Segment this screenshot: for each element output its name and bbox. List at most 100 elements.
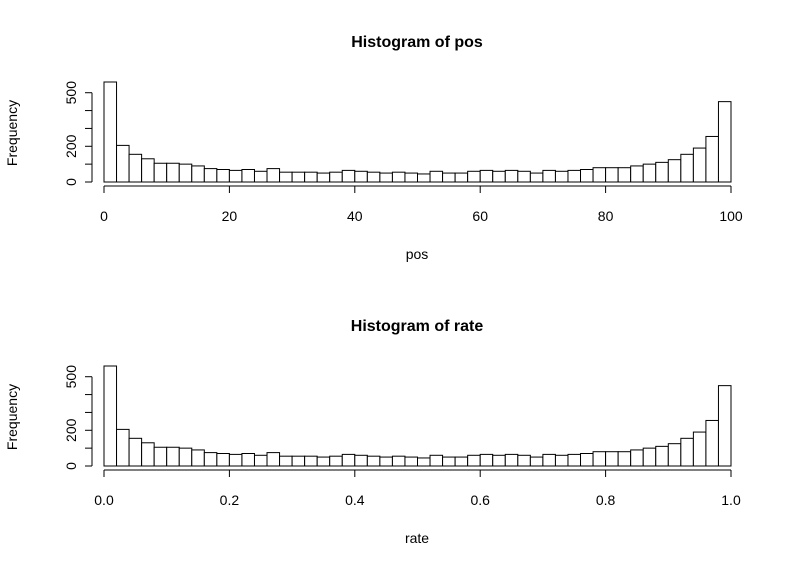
histogram-bar [492, 170, 506, 183]
histogram-bar [404, 456, 418, 467]
histogram-bar [429, 170, 444, 183]
histogram-bar [216, 453, 230, 467]
histogram-bar [630, 165, 644, 183]
histogram-bar [580, 453, 594, 467]
histogram-bar [492, 454, 506, 467]
x-tick-label: 100 [719, 208, 743, 224]
histogram-bar [253, 454, 268, 467]
y-axis: 0 200 500 [63, 365, 93, 470]
histogram-bar [605, 451, 619, 467]
histogram-bar [391, 171, 406, 183]
histogram-bar [304, 171, 318, 183]
histogram-bar [417, 457, 431, 467]
histogram-bar [404, 172, 418, 183]
histogram-bar [554, 454, 569, 467]
histogram-bar [153, 162, 168, 183]
histogram-bar [366, 171, 381, 183]
histogram-bar [454, 456, 469, 467]
histogram-bar [454, 172, 469, 183]
histogram-bar [692, 147, 707, 183]
histogram-bar [141, 442, 155, 467]
chart-title: Histogram of rate [351, 318, 484, 335]
x-tick-label: 0.0 [94, 492, 114, 508]
histogram-bar [329, 455, 343, 467]
x-tick-label: 1.0 [721, 492, 741, 508]
y-tick-label: 200 [63, 418, 79, 442]
histogram-bar [667, 443, 682, 467]
x-tick-label: 80 [598, 208, 614, 224]
histogram-bar [128, 153, 143, 183]
histogram-bar [655, 161, 669, 183]
histogram-bar [517, 454, 531, 467]
bars-group [103, 81, 732, 183]
histogram-bar [216, 169, 230, 183]
histogram-bar [630, 449, 644, 467]
histogram-bar [717, 385, 732, 467]
histogram-bar [529, 456, 544, 467]
histogram-bar [316, 456, 331, 467]
histogram-bar [103, 81, 118, 183]
histogram-bar [567, 169, 582, 183]
histogram-bar [542, 453, 556, 467]
histogram-bar [504, 453, 519, 467]
histogram-bar [341, 453, 356, 467]
histogram-bar [442, 172, 456, 183]
histogram-bar [379, 456, 393, 467]
histogram-bar [504, 169, 519, 183]
x-axis-label: rate [405, 530, 429, 546]
histogram-bar [203, 452, 218, 467]
histogram-bar [592, 451, 607, 467]
x-axis: 0 20 40 60 80 100 [100, 185, 743, 224]
histogram-bar [429, 454, 444, 467]
histogram-bar [291, 455, 306, 467]
histogram-bar [567, 453, 582, 467]
histogram-bar [116, 428, 130, 467]
x-tick-label: 0 [100, 208, 108, 224]
histogram-bar [479, 453, 494, 467]
histogram-bar [655, 445, 669, 467]
histogram-pos-panel: Histogram of pos 0 20 40 60 80 100 0 200 500 po… [4, 34, 743, 262]
histogram-bar [103, 365, 118, 467]
histogram-bar [228, 453, 243, 467]
histogram-bar [266, 452, 281, 467]
histogram-bar [680, 437, 694, 467]
histogram-bar [642, 163, 657, 183]
histogram-bar [316, 172, 331, 183]
histogram-bar [291, 171, 306, 183]
histogram-bar [517, 170, 531, 183]
histogram-bar [354, 170, 368, 183]
histogram-bar [241, 453, 255, 467]
y-tick-label: 500 [63, 365, 79, 389]
histogram-bar [417, 173, 431, 183]
histogram-bar [379, 172, 393, 183]
y-tick-label: 0 [63, 462, 79, 470]
histogram-bar [279, 455, 293, 467]
x-tick-label: 40 [347, 208, 363, 224]
histogram-bar [442, 456, 456, 467]
histogram-bar [467, 454, 481, 467]
y-axis: 0 200 500 [63, 81, 93, 186]
histogram-bar [354, 454, 368, 467]
y-tick-label: 0 [63, 178, 79, 186]
histogram-bar [642, 447, 657, 467]
histogram-bar [166, 446, 180, 467]
histogram-rate-panel: Histogram of rate 0.0 0.2 0.4 0.6 0.8 1.0 0 20… [4, 318, 741, 546]
histogram-bar [228, 169, 243, 183]
y-tick-label: 500 [63, 81, 79, 105]
histogram-bar [391, 455, 406, 467]
histogram-bar [592, 167, 607, 183]
histogram-bar [241, 169, 255, 183]
histogram-bar [178, 447, 193, 467]
histogram-bar [329, 171, 343, 183]
histogram-bar [128, 437, 143, 467]
histogram-bar [617, 167, 632, 183]
histogram-bar [467, 170, 481, 183]
histogram-bar [617, 451, 632, 467]
histogram-bar [166, 162, 180, 183]
histogram-bar [191, 165, 205, 183]
histogram-bar [542, 169, 556, 183]
y-tick-label: 200 [63, 134, 79, 158]
x-tick-label: 60 [472, 208, 488, 224]
x-tick-label: 0.4 [345, 492, 365, 508]
